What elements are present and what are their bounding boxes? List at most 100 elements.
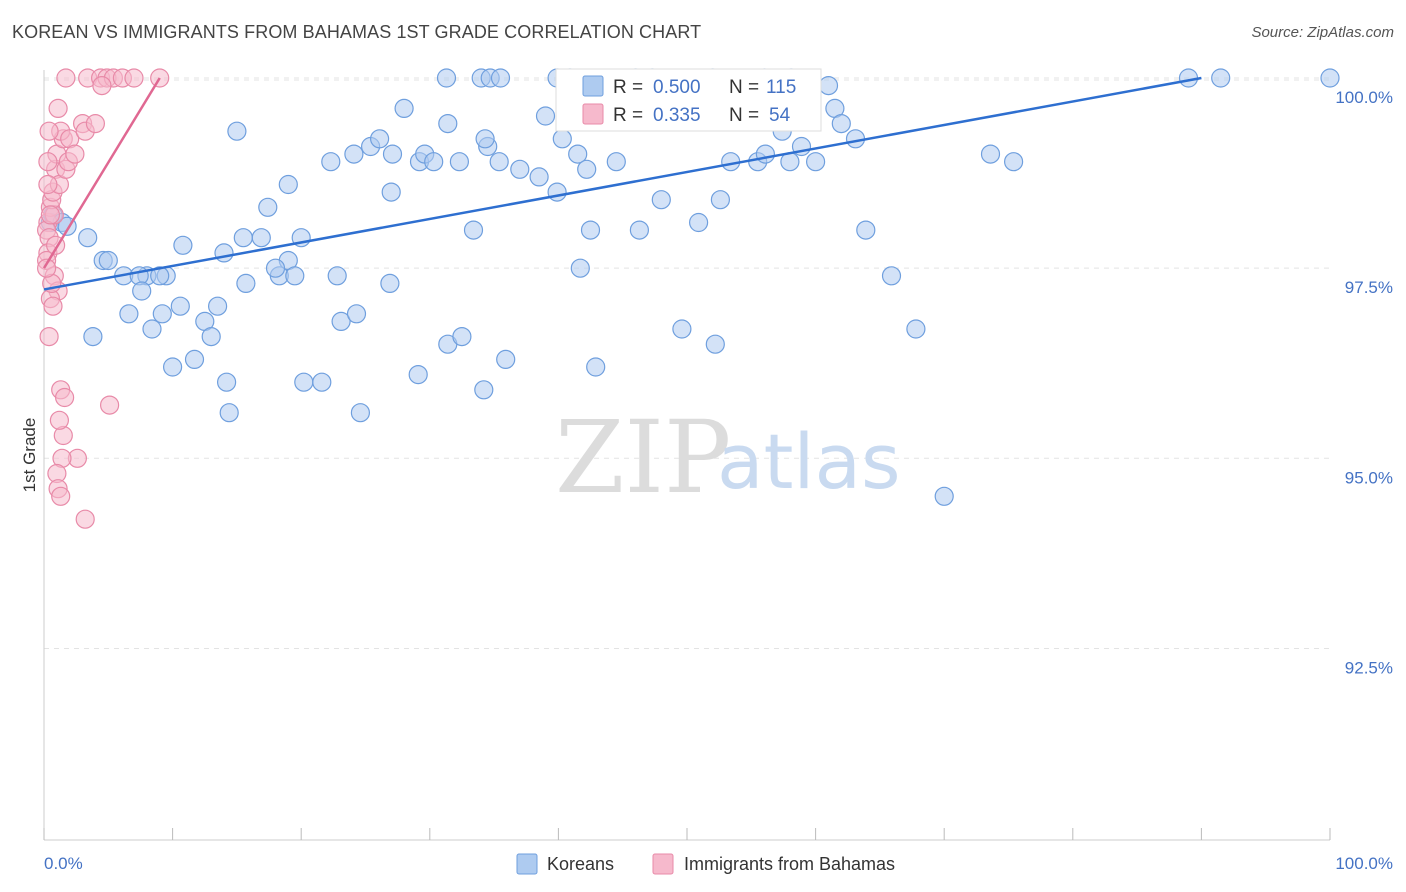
data-point (934, 486, 954, 506)
data-point (278, 174, 298, 195)
data-point (980, 144, 1001, 164)
data-point (38, 174, 58, 195)
data-point (381, 182, 401, 202)
data-point (173, 235, 193, 255)
data-point (327, 266, 347, 286)
data-point (78, 228, 98, 248)
legend-swatch-bahamas (652, 853, 674, 875)
stats-legend-n-value-2: 54 (769, 105, 791, 126)
data-point (629, 220, 650, 240)
data-point (496, 349, 516, 369)
stats-legend-r-value-1: 0.500 (653, 77, 701, 98)
y-tick-labels: 92.5% 95.0% 97.5% 100.0% (1335, 88, 1393, 677)
data-point (370, 129, 390, 149)
data-point (577, 159, 597, 179)
data-point (39, 327, 59, 347)
data-point (65, 144, 85, 164)
data-point (805, 152, 826, 172)
x-axis-ticks (43, 828, 1331, 840)
data-point (552, 129, 572, 149)
data-point (547, 182, 567, 202)
data-point (529, 167, 549, 187)
legend-label-koreans: Koreans (547, 854, 614, 874)
y-axis-label: 1st Grade (20, 418, 39, 493)
series-bahamas (36, 68, 170, 529)
data-point (755, 144, 776, 164)
trend-line-bahamas (42, 77, 161, 269)
data-point (39, 121, 59, 141)
data-point (258, 197, 278, 217)
data-point (184, 349, 205, 369)
data-point (688, 212, 709, 233)
data-point (38, 152, 58, 172)
trend-line-koreans (43, 76, 1202, 291)
data-point (382, 144, 403, 164)
data-point (438, 113, 458, 134)
data-point (1320, 68, 1340, 88)
data-point (49, 410, 70, 430)
legend-swatch-koreans (516, 853, 538, 875)
chart-title: KOREAN VS IMMIGRANTS FROM BAHAMAS 1ST GR… (12, 22, 702, 42)
y-tick-label: 100.0% (1335, 88, 1393, 107)
data-point (54, 387, 75, 408)
legend-label-bahamas: Immigrants from Bahamas (684, 854, 895, 874)
data-point (510, 159, 530, 179)
data-point (705, 334, 725, 354)
data-point (568, 144, 588, 164)
data-point (449, 152, 469, 172)
data-point (132, 281, 152, 301)
data-point (83, 327, 103, 347)
data-point (1211, 68, 1231, 88)
x-tick-label-max: 100.0% (1335, 854, 1393, 873)
data-point (285, 266, 305, 286)
data-point (150, 266, 170, 286)
y-tick-label: 97.5% (1345, 278, 1393, 297)
data-point (331, 311, 351, 331)
data-point (344, 144, 364, 164)
stats-legend-n-value-1: 115 (766, 77, 796, 98)
bottom-legend: Koreans Immigrants from Bahamas (516, 853, 895, 875)
data-point (394, 98, 414, 119)
trend-lines (42, 76, 1202, 291)
data-point (233, 228, 253, 248)
data-point (265, 258, 286, 278)
data-point (251, 228, 271, 248)
data-point (48, 98, 68, 119)
data-point (152, 304, 172, 324)
data-point (881, 266, 902, 286)
data-point (294, 372, 314, 392)
data-point (163, 357, 183, 377)
data-point (586, 357, 606, 377)
stats-legend: R = 0.500 N = 115 R = 0.335 N = 54 (555, 68, 822, 132)
data-point (1003, 152, 1024, 172)
data-point (380, 273, 400, 293)
data-point (651, 190, 671, 210)
stats-legend-swatch-koreans (582, 75, 604, 97)
grid-lines (44, 77, 1330, 649)
data-point (43, 296, 63, 316)
data-point (312, 372, 332, 392)
watermark-zip: ZIP (555, 399, 731, 516)
data-point (201, 327, 221, 347)
x-tick-label-min: 0.0% (44, 854, 83, 873)
data-point (85, 113, 106, 134)
data-point (99, 395, 120, 415)
stats-legend-r-label-2: R = (613, 105, 643, 126)
data-point (580, 220, 601, 240)
data-point (51, 486, 71, 506)
data-point (424, 152, 444, 172)
y-tick-label: 95.0% (1345, 468, 1393, 487)
stats-legend-n-label-1: N = (729, 77, 759, 98)
data-point (818, 75, 839, 96)
data-point (436, 68, 457, 88)
data-point (906, 319, 926, 339)
data-point (124, 68, 144, 88)
data-point (672, 319, 692, 339)
data-point (170, 296, 190, 316)
source-credit: Source: ZipAtlas.com (1251, 24, 1394, 41)
data-point (710, 190, 731, 210)
data-point (40, 205, 61, 225)
data-point (535, 106, 556, 126)
data-point (474, 380, 494, 400)
